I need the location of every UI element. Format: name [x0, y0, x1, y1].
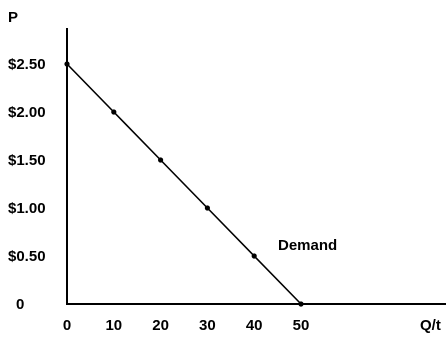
y-tick-label: $1.00	[8, 200, 46, 217]
x-tick-label: 40	[246, 317, 263, 334]
x-tick-label: 20	[152, 317, 169, 334]
x-tick-labels: 0 10 20 30 40 50	[63, 317, 310, 334]
demand-point	[204, 205, 210, 211]
x-tick-label: 0	[63, 317, 71, 334]
x-axis-label: Q/t	[420, 317, 441, 334]
demand-series-label: Demand	[278, 237, 337, 254]
y-tick-label: $1.50	[8, 152, 46, 169]
demand-point	[158, 157, 164, 163]
y-axis-label: P	[8, 9, 18, 26]
y-tick-label: $0.50	[8, 248, 46, 265]
y-tick-label: $2.00	[8, 104, 46, 121]
x-tick-label: 50	[293, 317, 310, 334]
demand-point	[298, 301, 304, 307]
demand-points	[64, 61, 304, 307]
demand-point	[251, 253, 257, 259]
demand-line	[66, 63, 302, 305]
demand-point	[64, 61, 70, 67]
y-tick-labels: 0 $0.50 $1.00 $1.50 $2.00 $2.50	[8, 56, 46, 313]
y-tick-label: $2.50	[8, 56, 46, 73]
demand-point	[111, 109, 117, 115]
x-tick-label: 10	[105, 317, 122, 334]
x-tick-label: 30	[199, 317, 216, 334]
y-tick-label: 0	[16, 296, 24, 313]
